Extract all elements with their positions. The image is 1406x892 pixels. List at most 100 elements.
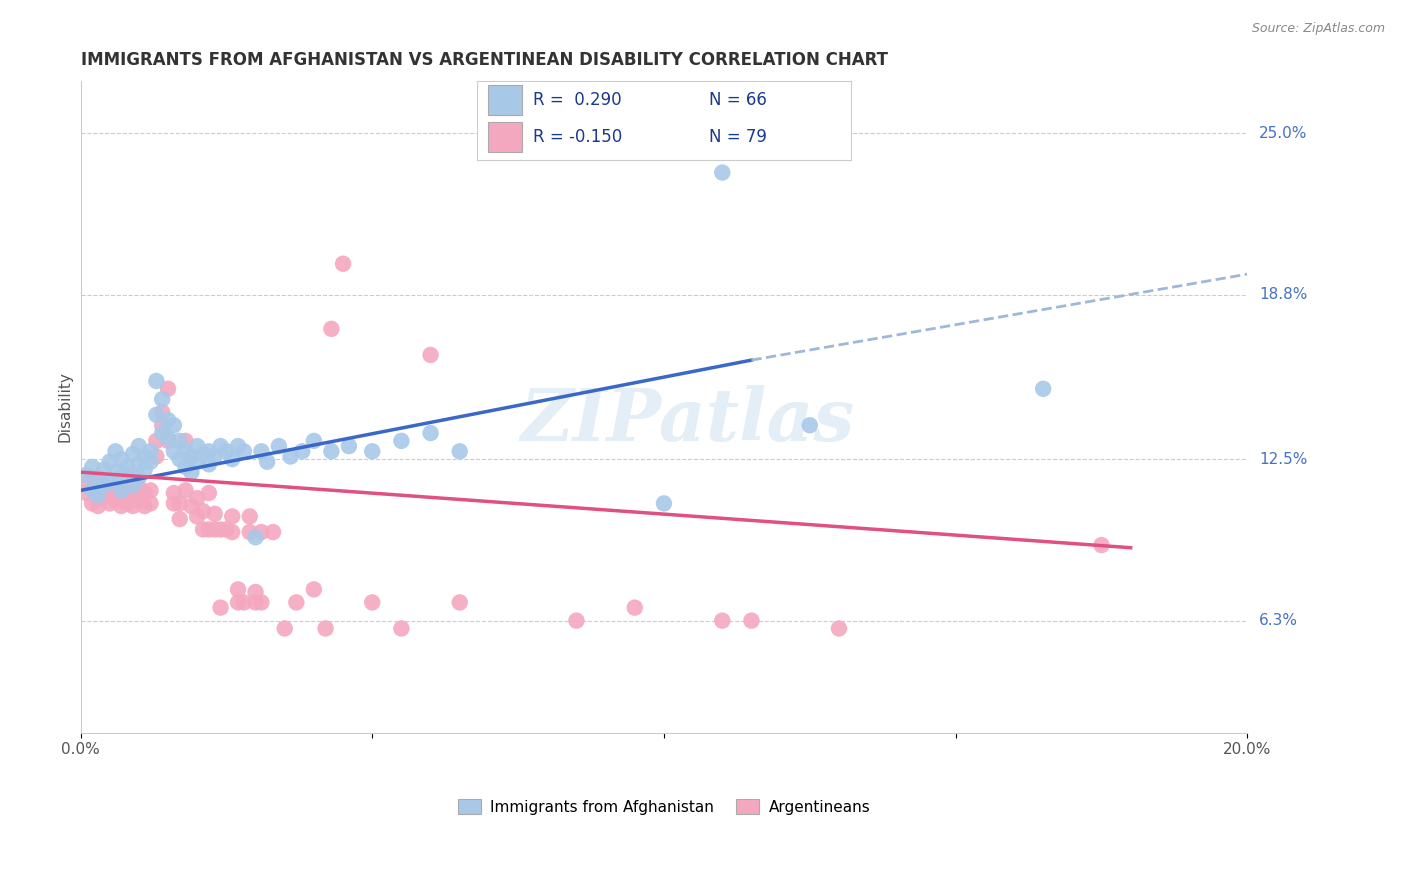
Point [389,622,412,636]
Point [139,496,162,510]
Point [87,499,110,513]
Point [128,470,150,484]
Point [198,486,221,500]
Text: 6.3%: 6.3% [1258,613,1298,628]
Point [115,459,138,474]
Point [75,467,97,482]
Point [332,257,354,271]
Point [449,595,471,609]
Point [82,483,104,498]
Point [226,595,249,609]
Point [169,452,191,467]
Point [122,486,145,500]
Point [285,595,308,609]
Point [256,455,278,469]
Point [122,478,145,492]
Point [128,481,150,495]
Point [139,444,162,458]
Point [128,493,150,508]
Point [163,486,186,500]
Point [93,462,115,476]
Point [215,444,238,458]
Point [115,467,138,482]
Point [302,582,325,597]
Point [75,475,97,490]
Point [186,509,208,524]
Point [169,434,191,448]
Point [239,509,262,524]
Point [115,483,138,498]
Point [157,434,180,448]
Point [98,496,121,510]
Point [110,499,132,513]
Point [198,523,221,537]
Point [361,595,384,609]
Point [361,444,384,458]
Point [174,444,197,458]
Point [204,523,226,537]
Point [134,450,156,464]
Point [82,459,104,474]
Point [449,444,471,458]
Point [150,418,173,433]
Point [157,382,180,396]
Point [221,524,243,539]
Point [98,475,121,490]
Point [250,595,273,609]
Point [110,486,132,500]
Point [157,431,180,445]
Legend: Immigrants from Afghanistan, Argentineans: Immigrants from Afghanistan, Argentinean… [451,792,876,821]
Point [419,426,441,441]
Point [652,496,675,510]
Point [93,491,115,506]
Point [273,622,295,636]
Point [267,439,290,453]
Point [711,165,734,179]
Point [174,459,197,474]
Point [799,418,821,433]
Point [198,444,221,458]
Point [221,452,243,467]
Point [145,450,167,464]
Point [174,483,197,498]
Point [321,444,343,458]
Point [191,523,214,537]
Point [419,348,441,362]
Point [104,465,127,479]
Point [104,444,127,458]
Point [226,582,249,597]
Point [186,455,208,469]
Point [98,455,121,469]
Point [115,496,138,510]
Point [711,614,734,628]
Point [321,322,343,336]
Text: 18.8%: 18.8% [1258,287,1308,302]
Point [232,444,254,458]
Point [145,434,167,448]
Point [163,444,186,458]
Point [104,493,127,508]
Point [186,491,208,506]
Y-axis label: Disability: Disability [58,372,72,442]
Point [110,483,132,498]
Point [150,392,173,407]
Point [389,434,412,448]
Point [191,447,214,461]
Point [139,483,162,498]
Point [232,595,254,609]
Point [87,483,110,498]
Point [315,622,337,636]
Point [291,444,314,458]
Point [110,470,132,484]
Point [180,450,202,464]
Text: ZIPatlas: ZIPatlas [520,384,855,456]
Point [87,489,110,503]
Point [250,524,273,539]
Point [828,622,851,636]
Point [82,470,104,484]
Point [623,600,645,615]
Point [245,585,267,599]
Point [163,418,186,433]
Point [93,478,115,492]
Point [198,458,221,472]
